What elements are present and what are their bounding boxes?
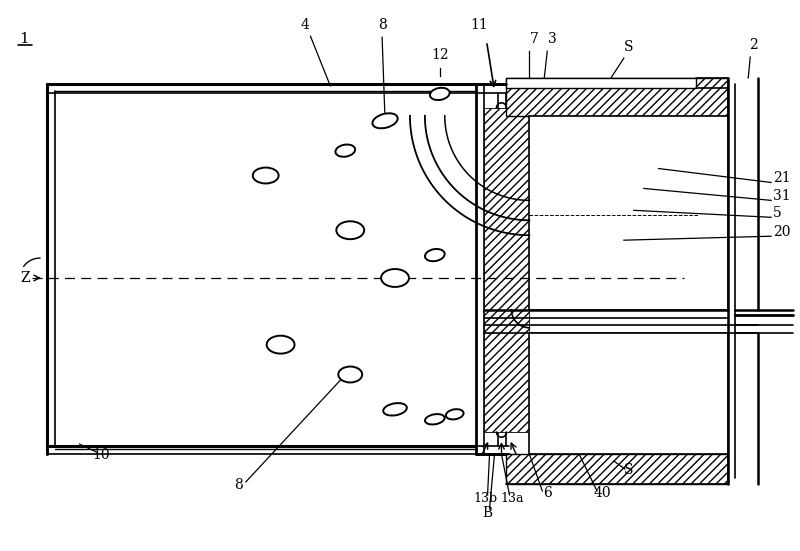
Ellipse shape	[266, 336, 294, 354]
Text: 21: 21	[773, 171, 790, 186]
Text: 6: 6	[543, 486, 552, 500]
Bar	[506, 78, 728, 116]
Bar	[483, 108, 530, 432]
Ellipse shape	[335, 144, 355, 157]
Text: 4: 4	[301, 18, 310, 33]
Text: 8: 8	[234, 478, 243, 492]
Text: 40: 40	[593, 486, 610, 500]
Ellipse shape	[253, 168, 278, 183]
Text: 3: 3	[548, 32, 557, 46]
Bar	[530, 116, 728, 310]
Text: 20: 20	[773, 225, 790, 239]
Text: B: B	[482, 506, 493, 520]
Text: Z: Z	[20, 271, 30, 285]
Bar	[506, 454, 728, 484]
Text: 13b: 13b	[474, 492, 498, 505]
Text: 2: 2	[749, 38, 758, 52]
Text: 31: 31	[773, 190, 790, 203]
Text: 1: 1	[19, 32, 29, 46]
Ellipse shape	[338, 366, 362, 382]
Bar	[530, 333, 728, 454]
Ellipse shape	[383, 403, 407, 415]
Bar	[506, 78, 695, 88]
Ellipse shape	[336, 222, 364, 239]
Ellipse shape	[373, 114, 398, 128]
Text: S: S	[624, 463, 634, 477]
Ellipse shape	[446, 409, 463, 419]
Text: 8: 8	[378, 18, 386, 33]
Text: 5: 5	[773, 206, 782, 220]
Text: 7: 7	[530, 32, 538, 46]
Text: 10: 10	[93, 448, 110, 462]
Ellipse shape	[381, 269, 409, 287]
Ellipse shape	[425, 414, 445, 424]
Text: 13a: 13a	[501, 492, 524, 505]
Text: 11: 11	[470, 18, 489, 33]
Text: 12: 12	[431, 48, 449, 62]
Ellipse shape	[430, 88, 450, 100]
Text: S: S	[624, 40, 634, 54]
Ellipse shape	[425, 249, 445, 261]
